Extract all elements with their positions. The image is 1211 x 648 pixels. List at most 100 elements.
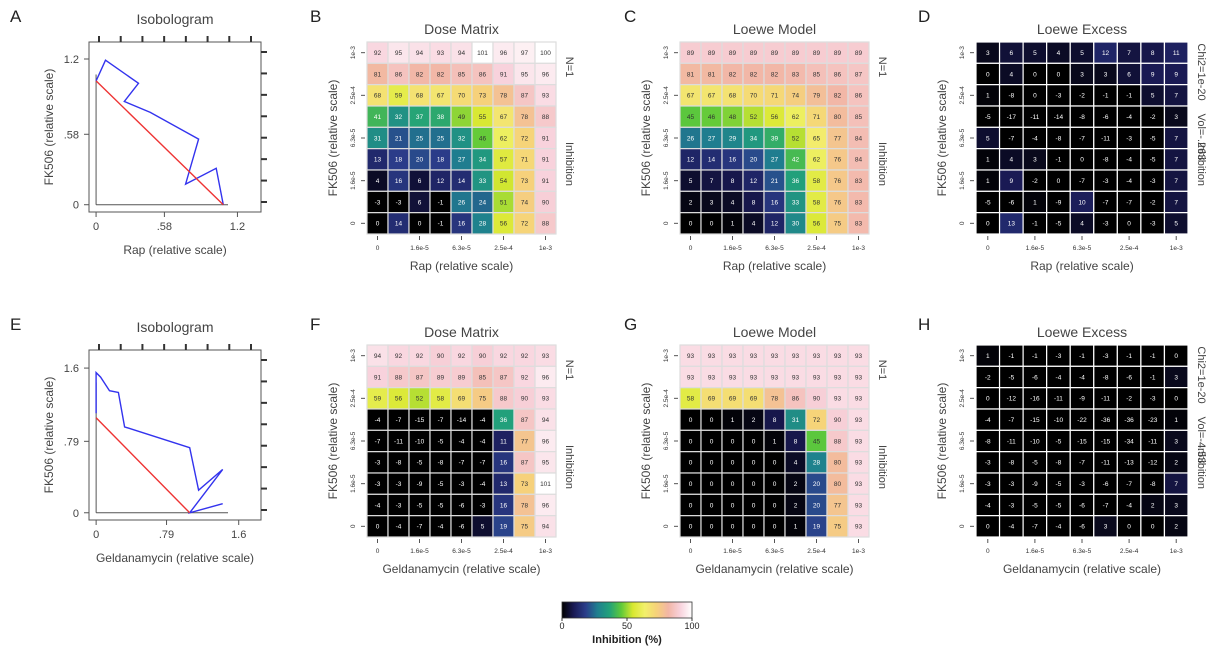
cell-value-label: 86 xyxy=(834,71,842,78)
cell-value-label: 90 xyxy=(521,396,529,403)
panel-title: Loewe Excess xyxy=(1037,324,1127,340)
cell-value-label: 89 xyxy=(855,50,863,57)
cell-value-label: -4 xyxy=(985,502,991,509)
cell-value-label: 62 xyxy=(500,135,508,142)
cell-value-label: 0 xyxy=(689,417,693,424)
cell-value-label: 0 xyxy=(731,524,735,531)
cell-value-label: 83 xyxy=(855,221,863,228)
cell-value-label: 0 xyxy=(1033,93,1037,100)
x-tick-label: 0 xyxy=(93,529,99,541)
cell-value-label: -5 xyxy=(1008,374,1014,381)
cell-value-label: 93 xyxy=(542,93,550,100)
cell-value-label: 89 xyxy=(750,50,758,57)
cell-value-label: 18 xyxy=(395,157,403,164)
cell-value-label: 49 xyxy=(458,114,466,121)
cell-value-label: 85 xyxy=(813,71,821,78)
cell-value-label: -3 xyxy=(1008,481,1014,488)
cell-value-label: 56 xyxy=(813,221,821,228)
cell-value-label: -4 xyxy=(1008,524,1014,531)
cell-value-label: -7 xyxy=(375,438,381,445)
cell-value-label: 87 xyxy=(500,374,508,381)
cell-value-label: 93 xyxy=(687,353,695,360)
cell-value-label: 3 xyxy=(1104,524,1108,531)
cell-value-label: 88 xyxy=(542,114,550,121)
cell-value-label: 101 xyxy=(540,481,551,488)
heatmap-cell xyxy=(1163,212,1189,235)
y-tick-label: 2.5e-4 xyxy=(959,389,966,408)
cell-value-label: 78 xyxy=(771,396,779,403)
isobologram-panel-E: E Isobologram 0 .79 1.6 0 .79 1.6 Geldanamycin (… xyxy=(10,315,267,565)
cell-value-label: -1 xyxy=(438,199,444,206)
cell-value-label: 89 xyxy=(687,50,695,57)
cell-value-label: 10 xyxy=(1078,199,1086,206)
cell-value-label: -5 xyxy=(1032,460,1038,467)
y-tick-label: 0 xyxy=(73,508,79,520)
cell-value-label: 57 xyxy=(500,157,508,164)
cell-value-label: 2 xyxy=(1151,502,1155,509)
cell-value-label: 1 xyxy=(794,524,798,531)
cell-value-label: 37 xyxy=(416,114,424,121)
cell-value-label: -4 xyxy=(375,502,381,509)
cell-value-label: 80 xyxy=(834,460,842,467)
cell-value-label: 85 xyxy=(479,374,487,381)
cell-value-label: 71 xyxy=(771,93,779,100)
panel-title: Isobologram xyxy=(136,319,213,335)
heatmap-panel-G: G Loewe Model 93 93 93 93 93 93 93 93 93 93 93 93 93 93… xyxy=(624,315,888,576)
cell-value-label: 12 xyxy=(437,178,445,185)
cell-value-label: -3 xyxy=(396,502,402,509)
cell-value-label: 71 xyxy=(521,157,529,164)
cell-value-label: -4 xyxy=(1126,502,1132,509)
cell-value-label: 93 xyxy=(542,396,550,403)
cell-value-label: 4 xyxy=(752,221,756,228)
cell-value-label: 92 xyxy=(521,353,529,360)
cell-value-label: -3 xyxy=(396,199,402,206)
x-axis-label: Geldanamycin (relative scale) xyxy=(695,562,853,576)
cell-value-label: 8 xyxy=(794,438,798,445)
cell-value-label: 90 xyxy=(834,417,842,424)
cell-value-label: 0 xyxy=(1174,396,1178,403)
cell-value-label: 12 xyxy=(750,178,758,185)
cell-value-label: -7 xyxy=(459,460,465,467)
cell-value-label: 28 xyxy=(813,460,821,467)
cell-value-label: 69 xyxy=(708,396,716,403)
cell-value-label: 1 xyxy=(731,417,735,424)
y-axis-label: FK506 (relative scale) xyxy=(42,69,56,186)
side-label-side-note: N=1 xyxy=(876,57,888,78)
cell-value-label: 3 xyxy=(1174,374,1178,381)
cell-value-label: 13 xyxy=(500,481,508,488)
cell-value-label: 59 xyxy=(395,93,403,100)
cell-value-label: 0 xyxy=(689,460,693,467)
cell-value-label: 76 xyxy=(834,199,842,206)
cell-value-label: 89 xyxy=(708,50,716,57)
cell-value-label: -8 xyxy=(1103,374,1109,381)
cell-value-label: 16 xyxy=(500,460,508,467)
cell-value-label: 77 xyxy=(834,135,842,142)
y-tick-label: 1.2 xyxy=(64,54,79,66)
cell-value-label: 31 xyxy=(792,417,800,424)
y-tick-label: .79 xyxy=(64,436,79,448)
cell-value-label: -2 xyxy=(1079,93,1085,100)
cell-value-label: 85 xyxy=(458,71,466,78)
y-tick-label: 2.5e-4 xyxy=(350,389,357,408)
cell-value-label: 93 xyxy=(834,374,842,381)
cell-value-label: 52 xyxy=(792,135,800,142)
cell-value-label: 30 xyxy=(792,221,800,228)
cell-value-label: 96 xyxy=(542,374,550,381)
cell-value-label: -3 xyxy=(1056,353,1062,360)
cell-value-label: 76 xyxy=(834,178,842,185)
panel-letter: A xyxy=(10,7,22,26)
cell-value-label: 0 xyxy=(1033,71,1037,78)
cell-value-label: 2 xyxy=(794,502,798,509)
panel-title: Isobologram xyxy=(136,11,213,27)
cell-value-label: 0 xyxy=(986,221,990,228)
cell-value-label: 89 xyxy=(729,50,737,57)
cell-value-label: 0 xyxy=(1057,71,1061,78)
cell-value-label: -6 xyxy=(1079,524,1085,531)
cell-value-label: 34 xyxy=(750,135,758,142)
cell-value-label: -11 xyxy=(394,438,403,445)
cell-value-label: -15 xyxy=(1077,438,1087,445)
panel-letter: F xyxy=(310,315,320,334)
y-tick-label: 6.3e-5 xyxy=(663,128,670,147)
cell-value-label: 16 xyxy=(500,502,508,509)
